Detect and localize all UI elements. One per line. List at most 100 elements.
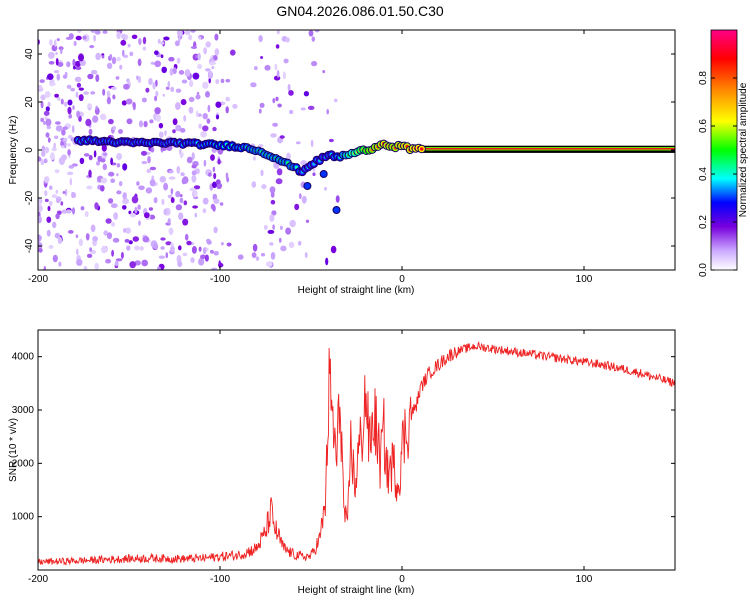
noise-speckle — [67, 106, 72, 115]
noise-speckle — [211, 267, 218, 270]
noise-speckle — [95, 105, 98, 110]
spectrogram-xlabel: Height of straight line (km) — [298, 285, 415, 296]
noise-speckle — [270, 133, 277, 138]
noise-speckle — [206, 118, 211, 124]
noise-speckle — [198, 36, 202, 40]
x-tick-label: 100 — [576, 574, 593, 585]
noise-speckle — [193, 190, 198, 198]
noise-speckle — [159, 176, 167, 183]
noise-speckle — [181, 79, 188, 84]
noise-speckle — [208, 77, 211, 84]
noise-speckle — [217, 158, 221, 165]
noise-speckle — [263, 224, 268, 230]
figure-title: GN04.2026.086.01.50.C30 — [276, 3, 444, 19]
noise-speckle — [85, 118, 92, 127]
noise-speckle — [205, 68, 211, 72]
outlier-blob — [332, 206, 341, 214]
noise-speckle — [190, 30, 196, 33]
noise-speckle — [276, 70, 280, 78]
noise-speckle — [46, 125, 51, 130]
noise-speckle — [71, 125, 75, 134]
noise-speckle — [54, 135, 59, 140]
noise-speckle — [68, 154, 71, 159]
noise-speckle — [310, 139, 314, 148]
noise-speckle — [209, 71, 212, 78]
noise-speckle — [38, 247, 43, 253]
noise-speckle — [141, 97, 147, 103]
noise-speckle — [220, 78, 225, 84]
noise-speckle — [160, 237, 166, 241]
noise-speckle — [155, 90, 159, 97]
noise-speckle — [298, 193, 302, 200]
noise-speckle — [272, 98, 276, 104]
noise-speckle — [57, 62, 64, 67]
noise-speckle — [196, 91, 200, 96]
noise-speckle — [170, 86, 175, 93]
noise-speckle — [76, 82, 82, 88]
noise-speckle — [95, 52, 101, 61]
noise-speckle — [152, 82, 156, 90]
noise-speckle — [54, 169, 60, 174]
noise-speckle — [163, 182, 169, 191]
noise-speckle — [116, 31, 121, 40]
noise-speckle — [88, 128, 93, 136]
noise-speckle — [145, 87, 150, 93]
snr-line-layer — [38, 341, 675, 566]
noise-speckle — [168, 56, 175, 62]
noise-speckle — [110, 178, 116, 183]
noise-speckle — [193, 185, 201, 190]
noise-speckle — [172, 118, 178, 126]
noise-speckle — [101, 245, 108, 254]
noise-speckle — [58, 261, 62, 267]
x-tick-label: -200 — [28, 274, 48, 285]
noise-speckle — [39, 79, 45, 83]
noise-speckle — [142, 236, 150, 243]
noise-speckle — [87, 73, 94, 80]
noise-speckle — [150, 61, 155, 65]
noise-speckle — [168, 176, 176, 180]
noise-speckle — [60, 201, 64, 206]
noise-speckle — [63, 137, 68, 141]
noise-speckle — [101, 55, 105, 59]
noise-speckle — [172, 129, 176, 134]
noise-speckle — [47, 137, 51, 143]
noise-speckle — [280, 245, 287, 252]
noise-speckle — [116, 152, 123, 161]
noise-speckle — [260, 253, 266, 257]
y-tick-label: 3000 — [12, 405, 35, 416]
noise-speckle — [212, 205, 216, 212]
noise-speckle — [203, 47, 208, 55]
colorbar-tick-label: 0.6 — [698, 119, 709, 133]
noise-speckle — [226, 242, 232, 247]
noise-speckle — [198, 257, 205, 266]
x-tick-label: -100 — [210, 574, 230, 585]
noise-speckle — [122, 205, 127, 210]
noise-speckle — [182, 252, 188, 257]
snr-xlabel: Height of straight line (km) — [298, 585, 415, 596]
noise-speckle — [329, 138, 334, 143]
noise-speckle — [105, 218, 112, 224]
noise-speckle — [78, 238, 84, 247]
noise-speckle — [112, 125, 116, 131]
noise-speckle — [57, 97, 61, 101]
noise-speckle — [118, 129, 123, 134]
noise-speckle — [198, 123, 202, 129]
noise-speckle — [48, 200, 53, 207]
noise-speckle — [335, 195, 340, 203]
noise-speckle — [110, 203, 118, 209]
noise-speckle — [270, 252, 276, 260]
noise-speckle — [283, 58, 289, 64]
noise-speckle — [138, 38, 142, 45]
noise-speckle — [60, 98, 64, 105]
noise-speckle — [279, 135, 285, 139]
noise-speckle — [172, 67, 177, 75]
noise-speckle — [213, 172, 217, 180]
noise-speckle — [123, 228, 127, 233]
noise-speckle — [186, 156, 193, 164]
noise-speckle — [260, 56, 264, 59]
noise-speckle — [50, 152, 55, 161]
noise-speckle — [157, 266, 161, 270]
noise-speckle — [72, 58, 76, 67]
noise-speckle — [267, 229, 275, 234]
noise-speckle — [115, 258, 123, 262]
